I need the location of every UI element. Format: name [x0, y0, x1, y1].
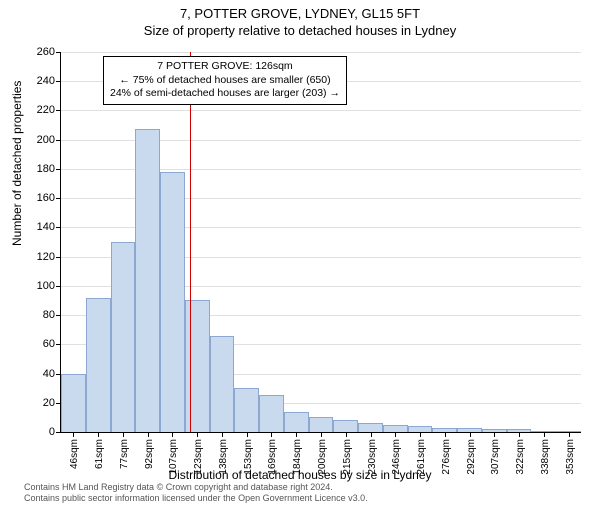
ytick-label: 100: [25, 280, 55, 292]
ytick-label: 160: [25, 192, 55, 204]
gridline: [61, 52, 581, 53]
xtick-mark: [346, 432, 347, 437]
ytick-mark: [56, 344, 61, 345]
ytick-mark: [56, 110, 61, 111]
xtick-mark: [73, 432, 74, 437]
xtick-mark: [222, 432, 223, 437]
ytick-mark: [56, 432, 61, 433]
xtick-mark: [519, 432, 520, 437]
xtick-mark: [321, 432, 322, 437]
histogram-bar: [160, 172, 185, 432]
ytick-mark: [56, 81, 61, 82]
xtick-label: 46sqm: [69, 439, 80, 469]
chart-title-sub: Size of property relative to detached ho…: [0, 23, 600, 38]
histogram-bar: [309, 417, 334, 432]
x-axis-label: Distribution of detached houses by size …: [0, 468, 600, 482]
footer-line1: Contains HM Land Registry data © Crown c…: [24, 482, 368, 493]
xtick-label: 61sqm: [94, 439, 105, 469]
ytick-label: 20: [25, 397, 55, 409]
histogram-bar: [210, 336, 235, 432]
ytick-mark: [56, 140, 61, 141]
plot-region: 02040608010012014016018020022024026046sq…: [60, 52, 581, 433]
ytick-mark: [56, 52, 61, 53]
ytick-mark: [56, 286, 61, 287]
annotation-box: 7 POTTER GROVE: 126sqm← 75% of detached …: [103, 56, 347, 105]
histogram-bar: [135, 129, 160, 432]
ytick-label: 200: [25, 134, 55, 146]
chart-area: 02040608010012014016018020022024026046sq…: [60, 52, 580, 432]
histogram-bar: [111, 242, 136, 432]
xtick-mark: [247, 432, 248, 437]
xtick-mark: [296, 432, 297, 437]
xtick-mark: [371, 432, 372, 437]
xtick-mark: [445, 432, 446, 437]
ytick-label: 60: [25, 338, 55, 350]
ytick-mark: [56, 227, 61, 228]
ytick-mark: [56, 169, 61, 170]
ytick-mark: [56, 257, 61, 258]
xtick-label: 77sqm: [119, 439, 130, 469]
ytick-mark: [56, 198, 61, 199]
footer-credits: Contains HM Land Registry data © Crown c…: [24, 482, 368, 504]
xtick-mark: [470, 432, 471, 437]
annotation-line3: 24% of semi-detached houses are larger (…: [110, 87, 340, 101]
histogram-bar: [61, 374, 86, 432]
xtick-mark: [123, 432, 124, 437]
ytick-label: 240: [25, 75, 55, 87]
xtick-mark: [197, 432, 198, 437]
xtick-mark: [148, 432, 149, 437]
property-marker-line: [190, 52, 191, 432]
histogram-bar: [358, 423, 383, 432]
ytick-label: 40: [25, 368, 55, 380]
xtick-mark: [569, 432, 570, 437]
y-axis-label: Number of detached properties: [10, 81, 24, 246]
histogram-bar: [86, 298, 111, 432]
xtick-mark: [98, 432, 99, 437]
annotation-line2: ← 75% of detached houses are smaller (65…: [110, 74, 340, 88]
xtick-mark: [494, 432, 495, 437]
ytick-label: 0: [25, 426, 55, 438]
ytick-label: 220: [25, 104, 55, 116]
histogram-bar: [234, 388, 259, 432]
histogram-bar: [333, 420, 358, 432]
xtick-label: 92sqm: [144, 439, 155, 469]
histogram-bar: [185, 300, 210, 432]
xtick-mark: [544, 432, 545, 437]
ytick-label: 260: [25, 46, 55, 58]
ytick-label: 80: [25, 309, 55, 321]
xtick-mark: [420, 432, 421, 437]
ytick-label: 180: [25, 163, 55, 175]
histogram-bar: [259, 395, 284, 432]
gridline: [61, 110, 581, 111]
ytick-label: 140: [25, 221, 55, 233]
histogram-bar: [383, 425, 408, 432]
xtick-mark: [172, 432, 173, 437]
histogram-bar: [284, 412, 309, 432]
footer-line2: Contains public sector information licen…: [24, 493, 368, 504]
chart-title-main: 7, POTTER GROVE, LYDNEY, GL15 5FT: [0, 6, 600, 21]
xtick-mark: [271, 432, 272, 437]
annotation-line1: 7 POTTER GROVE: 126sqm: [110, 60, 340, 74]
ytick-mark: [56, 315, 61, 316]
ytick-label: 120: [25, 251, 55, 263]
xtick-mark: [395, 432, 396, 437]
